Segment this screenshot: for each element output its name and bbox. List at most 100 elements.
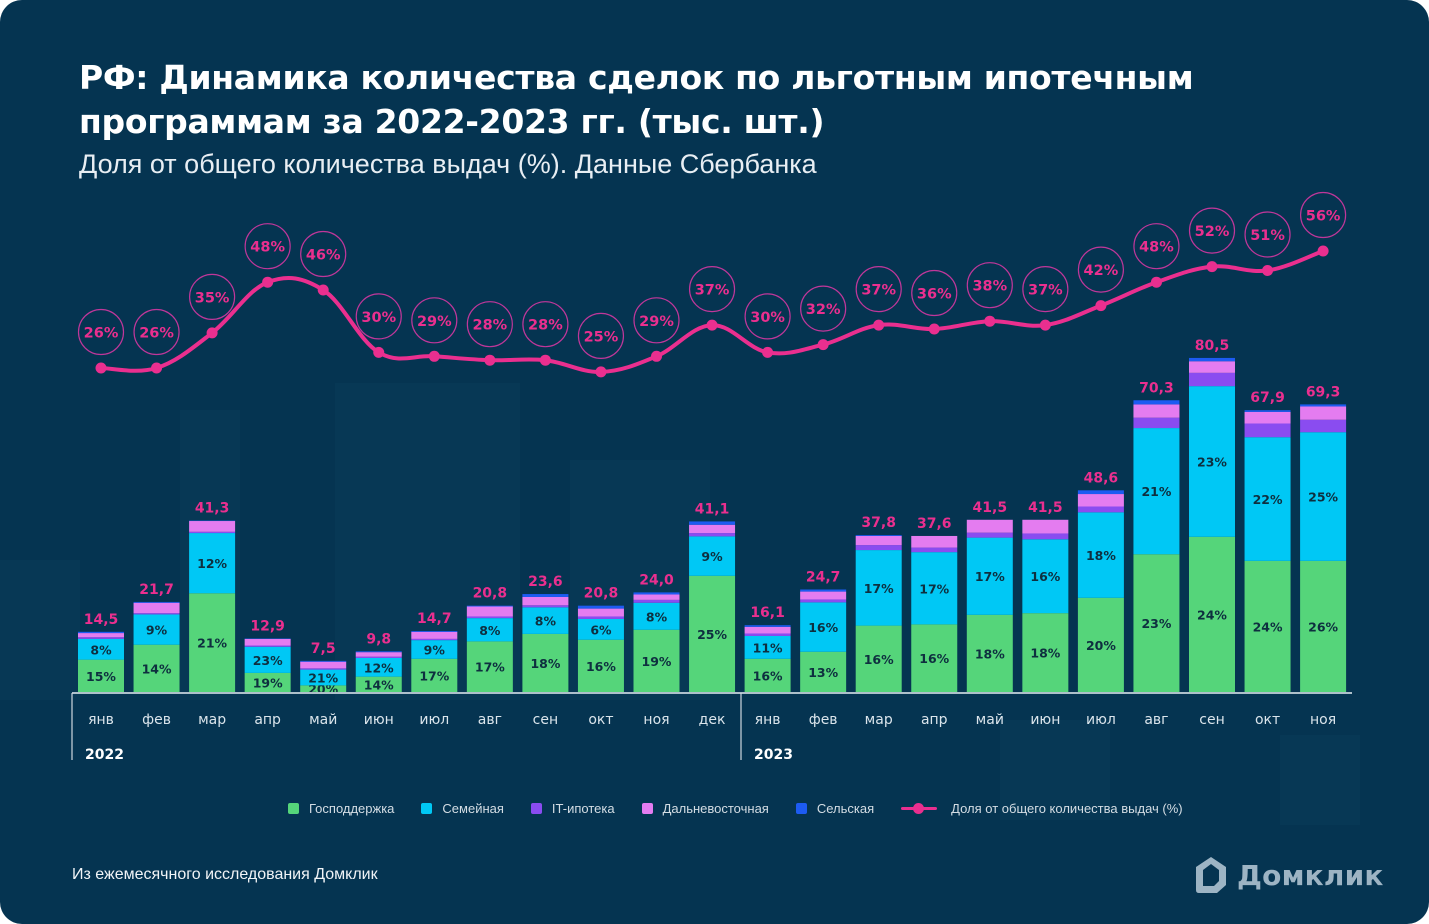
bar-segment-dalnevostochnaya — [1244, 411, 1291, 424]
x-tick-label: июл — [419, 712, 449, 728]
bar-segment-it — [1300, 419, 1347, 433]
segment-share-label: 23% — [253, 653, 283, 668]
bar-segment-semeynaya — [244, 646, 291, 673]
bar-segment-it — [133, 613, 180, 615]
bar-segment-it — [466, 616, 513, 619]
share-point-22: 56% — [1299, 191, 1347, 257]
bar-segment-it — [411, 638, 458, 641]
share-label: 26% — [139, 326, 174, 342]
bar-total-label: 14,5 — [84, 612, 119, 628]
bar-segment-gospodderzhka — [189, 593, 236, 692]
bar-segment-dalnevostochnaya — [1300, 406, 1347, 420]
share-label: 29% — [417, 314, 452, 330]
legend-label: IT-ипотека — [551, 801, 615, 816]
share-label: 38% — [972, 279, 1007, 295]
segment-share-label: 22% — [1253, 492, 1283, 507]
bar-total-label: 48,6 — [1084, 470, 1119, 486]
chart-title-line1: РФ: Динамика количества сделок по льготн… — [79, 58, 1194, 97]
bar-stack-20: 24% 23% 80,5 — [1189, 338, 1235, 692]
segment-share-label: 16% — [753, 668, 783, 683]
segment-share-label: 21% — [308, 670, 338, 685]
bar-segment-dalnevostochnaya — [78, 633, 124, 638]
x-tick-label: мар — [865, 712, 893, 728]
share-point-16: 38% — [966, 262, 1013, 327]
bar-stack-21: 24% 22% 67,9 — [1244, 390, 1291, 692]
bar-segment-dalnevostochnaya — [189, 521, 236, 532]
bar-segment-it — [189, 531, 236, 534]
x-tick-label: дек — [699, 712, 726, 728]
bar-segment-selskaya — [466, 605, 513, 607]
share-label-bubble — [855, 266, 902, 313]
bar-segment-semeynaya — [133, 614, 180, 645]
bar-total-label: 37,6 — [917, 516, 952, 532]
x-tick-label: ноя — [1310, 712, 1336, 728]
bar-segment-gospodderzhka — [966, 614, 1013, 692]
bar-segment-dalnevostochnaya — [800, 591, 847, 600]
segment-share-label: 23% — [1197, 454, 1227, 469]
share-label: 28% — [528, 318, 563, 334]
share-label: 37% — [1028, 283, 1063, 299]
share-point-17: 37% — [1022, 266, 1069, 331]
share-point-1: 26% — [133, 308, 180, 374]
bar-segment-dalnevostochnaya — [355, 652, 402, 657]
share-label: 51% — [1250, 228, 1285, 244]
x-tick-label: ноя — [643, 712, 669, 728]
share-point-5: 30% — [355, 293, 402, 358]
bar-segment-it — [966, 532, 1013, 538]
bar-segment-gospodderzhka — [1022, 613, 1069, 692]
segment-share-label: 17% — [919, 581, 949, 596]
bar-segment-selskaya — [633, 592, 680, 595]
bar-segment-gospodderzhka — [466, 641, 513, 692]
bar-segment-selskaya — [855, 535, 902, 536]
share-marker — [651, 350, 662, 362]
share-marker — [373, 346, 385, 358]
share-marker — [1262, 265, 1274, 276]
share-marker — [595, 366, 607, 378]
x-tick-label: май — [976, 712, 1004, 728]
bar-segment-dalnevostochnaya — [1189, 361, 1235, 373]
share-label-bubble — [800, 285, 847, 332]
x-tick-label: окт — [1255, 712, 1280, 728]
bar-stack-10: 19% 8% 24,0 — [633, 572, 680, 692]
bar-segment-gospodderzhka — [522, 633, 569, 692]
bar-segment-selskaya — [522, 594, 569, 597]
share-label: 37% — [861, 283, 896, 299]
chart-title: РФ: Динамика количества сделок по льготн… — [79, 56, 1329, 144]
share-point-6: 29% — [411, 297, 458, 362]
bar-segment-gospodderzhka — [633, 629, 680, 692]
legend-item-selskaya: Сельская — [795, 801, 874, 816]
segment-share-label: 19% — [642, 654, 672, 669]
share-marker — [1095, 300, 1107, 312]
share-label-bubble — [633, 297, 680, 344]
share-point-19: 48% — [1133, 223, 1180, 288]
background-block — [0, 560, 80, 700]
x-tick-label: май — [309, 712, 337, 728]
bar-segment-it — [1189, 372, 1235, 387]
share-point-4: 46% — [300, 230, 347, 296]
share-marker — [1206, 261, 1218, 273]
share-label-bubble — [355, 293, 402, 340]
bar-segment-gospodderzhka — [744, 658, 791, 692]
share-marker — [706, 319, 718, 331]
bar-segment-selskaya — [1133, 400, 1180, 405]
share-point-13: 32% — [800, 285, 847, 351]
x-tick-label: июн — [1030, 712, 1060, 728]
x-tick-label: сен — [533, 712, 558, 728]
background-block — [1000, 720, 1110, 820]
legend-item-dalnevostochnaya: Дальневосточная — [641, 801, 769, 816]
bar-segment-gospodderzhka — [133, 644, 180, 692]
share-label-bubble — [966, 262, 1013, 309]
legend-item-it: IT-ипотека — [530, 801, 615, 816]
bar-segment-dalnevostochnaya — [744, 626, 791, 634]
share-label: 48% — [1139, 240, 1174, 256]
bar-segment-semeynaya — [78, 638, 124, 660]
share-label-bubble — [300, 230, 347, 278]
share-label-bubble — [1188, 207, 1236, 254]
legend-item-gospodderzhka: Господдержка — [288, 801, 394, 816]
share-label-bubble — [189, 273, 236, 320]
bar-segment-semeynaya — [744, 635, 791, 659]
share-marker — [317, 284, 329, 296]
bar-segment-semeynaya — [1300, 432, 1347, 561]
segment-share-label: 9% — [424, 642, 446, 657]
